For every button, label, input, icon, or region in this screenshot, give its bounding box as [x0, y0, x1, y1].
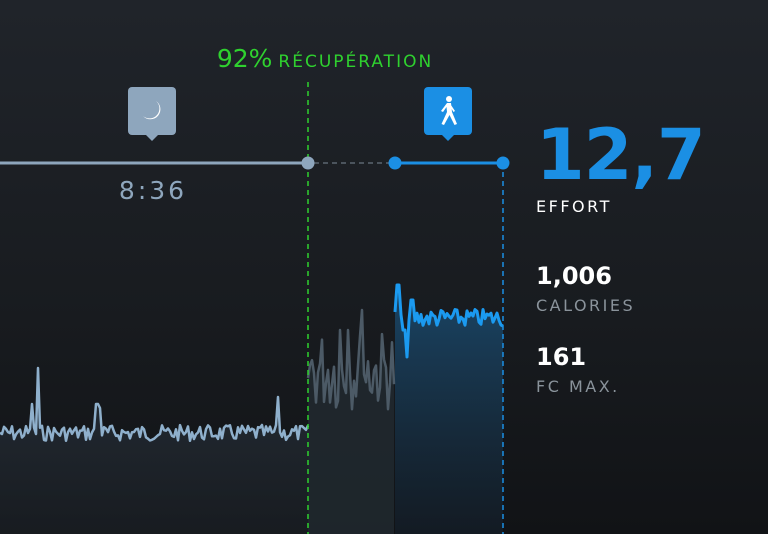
recovery-header: 92% RÉCUPÉRATION [0, 44, 650, 73]
sleep-end-marker[interactable] [301, 156, 315, 170]
activity-end-marker[interactable] [496, 156, 510, 170]
recovery-percent: 92% [216, 44, 273, 73]
max-hr-value: 161 [536, 343, 587, 371]
walking-person-icon [441, 96, 457, 125]
transition-heart-rate-line [306, 308, 396, 411]
sleep-duration: 8:36 [118, 176, 188, 205]
max-hr-label: FC MAX. [536, 377, 620, 396]
sleep-badge[interactable] [128, 87, 176, 141]
activity-heart-rate-line [393, 283, 504, 359]
sleep-heart-rate-line [0, 366, 310, 443]
recovery-label: RÉCUPÉRATION [278, 52, 434, 72]
activity-start-marker[interactable] [388, 156, 402, 170]
calories-label: CALORIES [536, 296, 636, 315]
moon-icon [143, 101, 161, 120]
activity-area [395, 285, 503, 534]
effort-label: EFFORT [536, 197, 612, 216]
sleep-area [0, 368, 308, 534]
activity-badge[interactable] [424, 87, 472, 141]
calories-value: 1,006 [536, 262, 612, 290]
effort-value: 12,7 [536, 114, 706, 196]
transition-area [308, 310, 394, 534]
